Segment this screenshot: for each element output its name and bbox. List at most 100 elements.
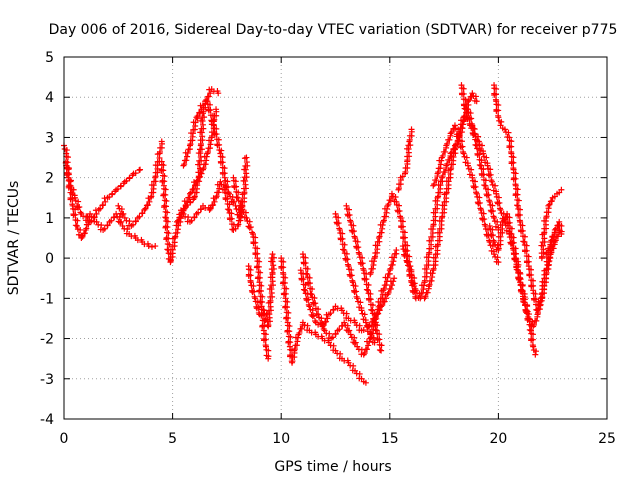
data-point-fill bbox=[318, 321, 325, 328]
data-point-fill bbox=[242, 209, 249, 216]
data-point-fill bbox=[345, 327, 352, 334]
data-point-fill bbox=[268, 266, 275, 273]
data-point bbox=[499, 218, 506, 225]
data-point-fill bbox=[118, 206, 125, 213]
data-point-fill bbox=[205, 107, 212, 114]
data-point-fill bbox=[265, 347, 272, 354]
data-point-fill bbox=[459, 91, 466, 98]
data-point-fill bbox=[522, 248, 529, 255]
data-point-fill bbox=[136, 213, 143, 220]
data-point-fill bbox=[146, 198, 153, 205]
data-point-fill bbox=[508, 138, 515, 145]
data-point-fill bbox=[494, 242, 501, 249]
y-tick-label: -4 bbox=[40, 412, 54, 428]
data-point bbox=[491, 251, 498, 258]
data-point-fill bbox=[471, 178, 478, 185]
data-point bbox=[302, 287, 309, 294]
data-point bbox=[347, 331, 354, 338]
data-point-fill bbox=[389, 282, 396, 289]
data-point-fill bbox=[198, 125, 205, 132]
data-point-fill bbox=[402, 165, 409, 172]
data-point-fill bbox=[533, 348, 539, 355]
data-point-fill bbox=[268, 254, 275, 261]
data-point-fill bbox=[526, 272, 533, 279]
data-point-fill bbox=[351, 339, 358, 346]
y-axis-label: SDTVAR / TECUs bbox=[6, 181, 22, 296]
data-point bbox=[460, 150, 467, 157]
data-point-fill bbox=[445, 156, 452, 163]
data-point-fill bbox=[162, 186, 169, 193]
data-point-fill bbox=[285, 339, 292, 346]
data-point-fill bbox=[292, 342, 299, 349]
data-point-fill bbox=[196, 146, 203, 153]
data-point-fill bbox=[531, 296, 538, 303]
data-point-fill bbox=[157, 144, 164, 151]
data-point-fill bbox=[307, 290, 314, 297]
data-point-fill bbox=[172, 230, 179, 237]
data-point-fill bbox=[370, 258, 377, 265]
data-point-fill bbox=[197, 137, 204, 144]
y-tick-label: 4 bbox=[45, 90, 54, 106]
data-point-fill bbox=[162, 224, 169, 231]
data-point-fill bbox=[493, 108, 500, 115]
data-point-fill bbox=[289, 354, 296, 361]
data-point-fill bbox=[390, 278, 397, 285]
data-point-fill bbox=[381, 282, 388, 289]
data-point-fill bbox=[347, 273, 354, 280]
data-point-fill bbox=[495, 102, 502, 109]
data-point-fill bbox=[198, 106, 205, 113]
data-point bbox=[186, 190, 193, 197]
data-point-fill bbox=[254, 245, 261, 252]
data-point-fill bbox=[398, 224, 405, 231]
data-point-fill bbox=[76, 203, 83, 210]
data-point-fill bbox=[283, 315, 290, 322]
data-point-fill bbox=[239, 203, 246, 210]
data-point-fill bbox=[265, 318, 272, 325]
data-point-fill bbox=[518, 288, 525, 295]
data-point-fill bbox=[440, 148, 447, 155]
data-point-fill bbox=[240, 185, 247, 192]
data-point-fill bbox=[351, 289, 358, 296]
data-point bbox=[269, 251, 276, 258]
data-point-fill bbox=[485, 186, 492, 193]
data-point-fill bbox=[544, 249, 551, 256]
data-point-fill bbox=[514, 186, 521, 193]
data-point-fill bbox=[72, 222, 79, 229]
data-point bbox=[243, 154, 250, 161]
data-point-fill bbox=[319, 320, 326, 327]
data-point-fill bbox=[460, 117, 467, 124]
data-point bbox=[358, 307, 365, 314]
data-point bbox=[378, 347, 385, 354]
data-point-fill bbox=[235, 189, 242, 196]
data-point-fill bbox=[203, 97, 210, 104]
data-point-fill bbox=[349, 228, 356, 235]
data-point-fill bbox=[340, 246, 347, 253]
data-point-fill bbox=[303, 270, 310, 277]
data-point-fill bbox=[520, 238, 527, 245]
data-point-fill bbox=[207, 90, 214, 97]
x-tick-label: 15 bbox=[381, 431, 399, 447]
data-point-fill bbox=[351, 334, 358, 341]
data-point-fill bbox=[343, 250, 350, 257]
data-point-fill bbox=[268, 282, 275, 289]
data-point-fill bbox=[191, 214, 198, 221]
data-point-fill bbox=[222, 196, 229, 203]
data-point-fill bbox=[335, 214, 342, 221]
data-point-fill bbox=[305, 280, 312, 287]
data-point-fill bbox=[489, 202, 496, 209]
data-point-fill bbox=[252, 251, 259, 258]
data-point-fill bbox=[371, 311, 378, 318]
data-point-fill bbox=[468, 166, 475, 173]
data-point-fill bbox=[512, 192, 519, 199]
data-point-fill bbox=[208, 118, 215, 125]
data-point-fill bbox=[97, 205, 104, 212]
data-point-fill bbox=[383, 278, 390, 285]
y-tick-label: 0 bbox=[45, 251, 54, 267]
data-point bbox=[551, 226, 558, 233]
data-point-fill bbox=[486, 172, 493, 179]
data-point bbox=[345, 263, 352, 270]
data-point bbox=[447, 130, 454, 137]
data-point-fill bbox=[384, 205, 391, 212]
data-point-fill bbox=[176, 214, 183, 221]
data-point-fill bbox=[366, 323, 373, 330]
